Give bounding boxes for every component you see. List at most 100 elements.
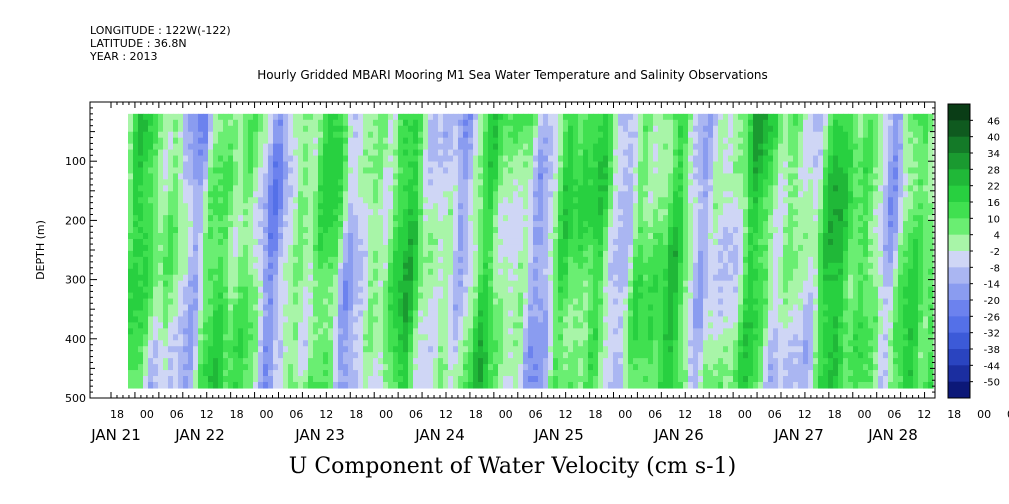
heatmap-cell — [233, 381, 239, 389]
heatmap-cell — [178, 358, 184, 365]
heatmap-cell — [338, 286, 344, 294]
heatmap-cell — [213, 364, 219, 371]
heatmap-cell — [248, 376, 254, 383]
heatmap-cell — [148, 322, 154, 329]
heatmap-cell — [233, 215, 239, 222]
heatmap-cell — [298, 203, 304, 210]
heatmap-cell — [178, 197, 184, 204]
heatmap-cell — [203, 191, 209, 198]
heatmap-cell — [138, 155, 144, 163]
heatmap-cell — [588, 209, 594, 216]
heatmap-cell — [333, 346, 339, 353]
heatmap-cell — [188, 149, 194, 157]
heatmap-cell — [463, 280, 469, 288]
heatmap-cell — [203, 370, 209, 377]
heatmap-cell — [288, 185, 294, 192]
heatmap-cell — [523, 381, 529, 389]
heatmap-cell — [628, 227, 634, 234]
heatmap-cell — [503, 221, 509, 228]
heatmap-cell — [148, 328, 154, 335]
heatmap-cell — [273, 215, 279, 222]
heatmap-cell — [418, 227, 424, 234]
heatmap-cell — [523, 244, 529, 252]
heatmap-cell — [298, 328, 304, 335]
heatmap-cell — [563, 376, 569, 383]
heatmap-cell — [178, 328, 184, 335]
heatmap-cell — [453, 334, 459, 341]
heatmap-cell — [413, 376, 419, 383]
heatmap-cell — [153, 119, 159, 127]
heatmap-cell — [323, 310, 329, 318]
heatmap-cell — [413, 256, 419, 264]
heatmap-cell — [303, 167, 309, 175]
heatmap-cell — [553, 256, 559, 264]
heatmap-cell — [513, 155, 519, 163]
heatmap-cell — [343, 328, 349, 335]
heatmap-cell — [553, 203, 559, 210]
heatmap-cell — [548, 352, 554, 359]
heatmap-cell — [463, 185, 469, 192]
heatmap-cell — [378, 221, 384, 228]
heatmap-cell — [533, 113, 539, 121]
heatmap-cell — [603, 334, 609, 341]
heatmap-cell — [298, 119, 304, 127]
heatmap-cell — [348, 221, 354, 228]
heatmap-cell — [648, 280, 654, 288]
heatmap-cell — [293, 274, 299, 282]
heatmap-cell — [363, 352, 369, 359]
heatmap-cell — [533, 322, 539, 329]
heatmap-cell — [163, 352, 169, 359]
heatmap-cell — [388, 346, 394, 353]
heatmap-cell — [313, 215, 319, 222]
heatmap-cell — [163, 292, 169, 300]
heatmap-cell — [573, 197, 579, 204]
heatmap-cell — [273, 149, 279, 157]
heatmap-cell — [398, 292, 404, 300]
heatmap-cell — [243, 334, 249, 341]
heatmap-cell — [623, 286, 629, 294]
heatmap-cell — [293, 209, 299, 216]
heatmap-cell — [163, 262, 169, 270]
heatmap-cell — [298, 155, 304, 163]
heatmap-cell — [623, 173, 629, 180]
heatmap-cell — [643, 161, 649, 169]
heatmap-cell — [573, 125, 579, 133]
heatmap-cell — [273, 364, 279, 371]
heatmap-cell — [148, 274, 154, 282]
heatmap-cell — [463, 137, 469, 145]
heatmap-cell — [353, 274, 359, 282]
heatmap-cell — [593, 256, 599, 264]
heatmap-cell — [498, 197, 504, 204]
heatmap-cell — [298, 304, 304, 312]
heatmap-cell — [608, 250, 614, 258]
heatmap-cell — [633, 334, 639, 341]
heatmap-cell — [583, 173, 589, 180]
heatmap-cell — [128, 238, 134, 246]
heatmap-cell — [628, 328, 634, 335]
heatmap-cell — [388, 274, 394, 282]
heatmap-cell — [403, 256, 409, 264]
heatmap-cell — [338, 238, 344, 246]
heatmap-cell — [228, 328, 234, 335]
heatmap-cell — [318, 310, 324, 318]
heatmap-cell — [328, 256, 334, 264]
heatmap-cell — [538, 155, 544, 163]
heatmap-cell — [598, 155, 604, 163]
heatmap-cell — [533, 149, 539, 157]
heatmap-cell — [588, 328, 594, 335]
heatmap-cell — [143, 179, 149, 186]
heatmap-cell — [588, 286, 594, 294]
heatmap-cell — [318, 298, 324, 306]
heatmap-cell — [248, 185, 254, 192]
heatmap-cell — [188, 370, 194, 377]
heatmap-cell — [633, 376, 639, 383]
heatmap-cell — [573, 370, 579, 377]
heatmap-cell — [368, 322, 374, 329]
heatmap-cell — [278, 358, 284, 365]
heatmap-cell — [298, 346, 304, 353]
heatmap-cell — [653, 250, 659, 258]
heatmap-cell — [143, 274, 149, 282]
heatmap-cell — [668, 173, 674, 180]
heatmap-cell — [468, 191, 474, 198]
heatmap-cell — [513, 149, 519, 157]
